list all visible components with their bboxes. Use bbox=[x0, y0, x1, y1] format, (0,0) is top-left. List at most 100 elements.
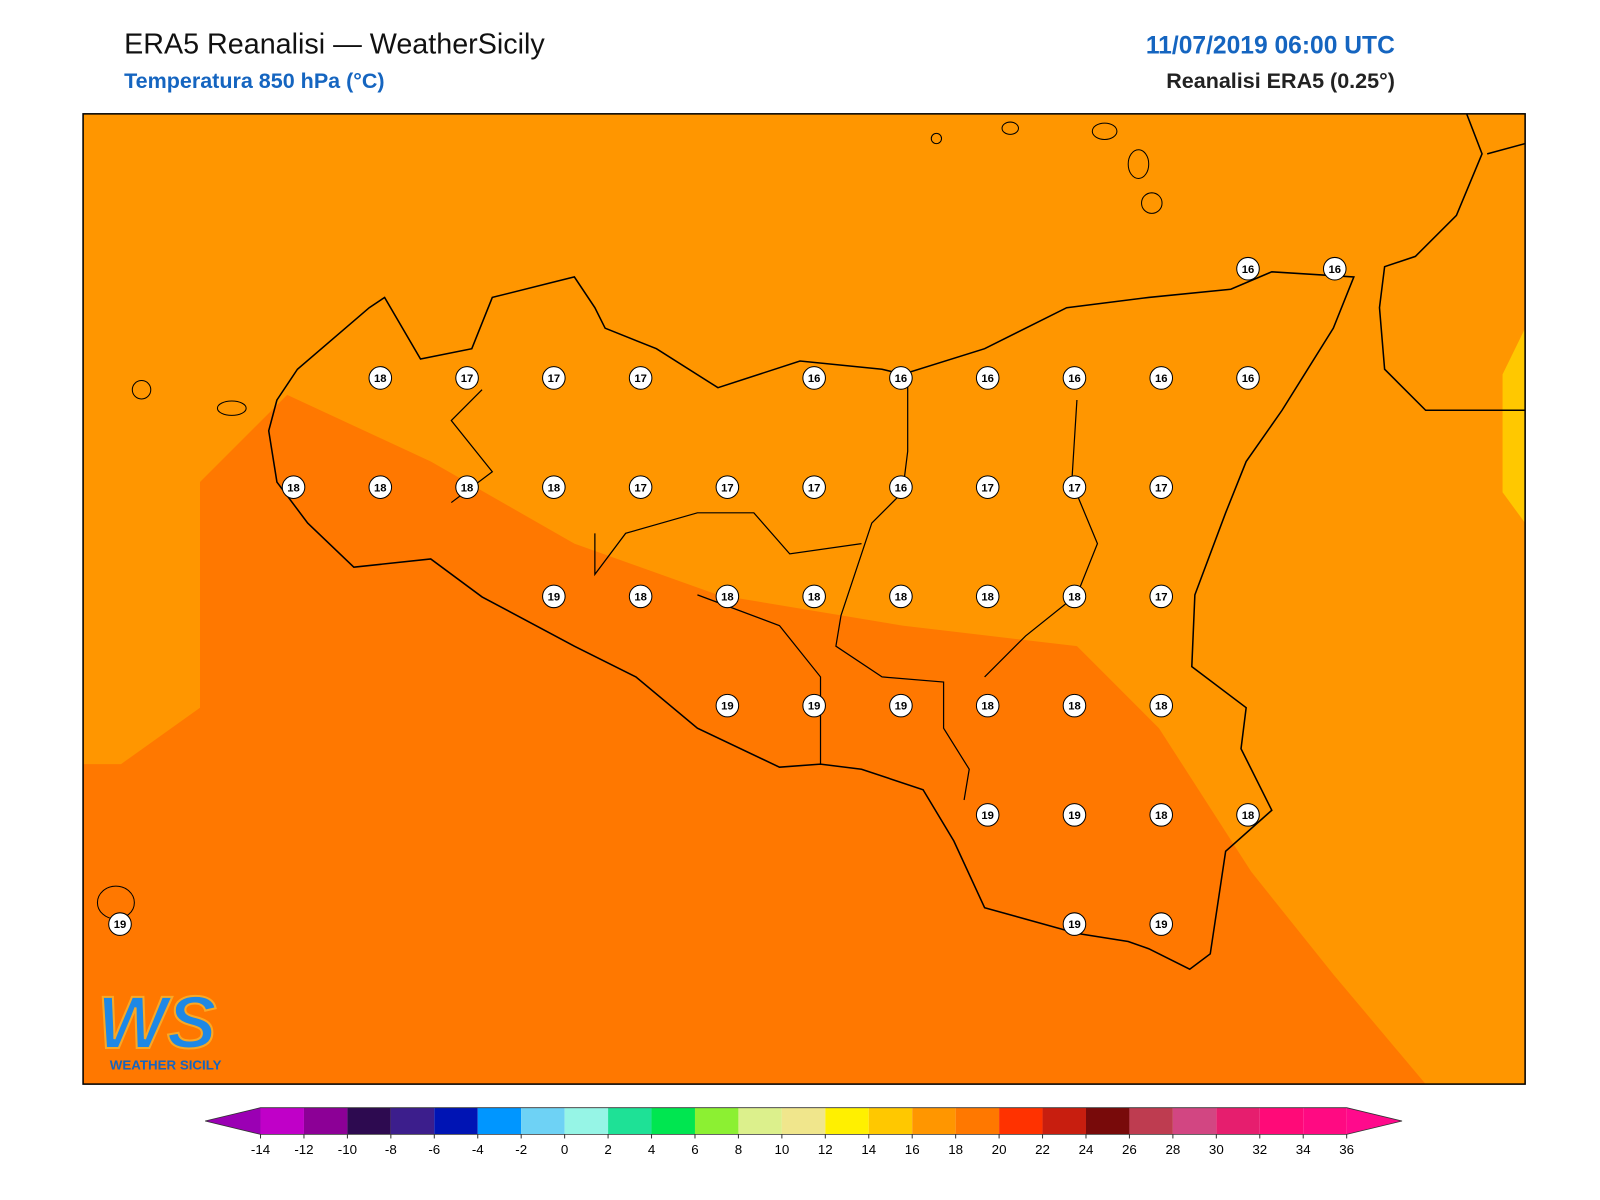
station-value: 18 bbox=[634, 592, 647, 604]
sicily-coast bbox=[267, 271, 1355, 971]
colorbar-tick-label: 4 bbox=[648, 1142, 656, 1157]
station-value: 18 bbox=[1068, 592, 1081, 604]
station-marker bbox=[975, 366, 1000, 390]
colorbar-segment bbox=[303, 1107, 348, 1135]
colorbar-segment bbox=[434, 1107, 478, 1135]
island bbox=[1091, 122, 1118, 140]
station-value: 18 bbox=[721, 592, 734, 604]
colorbar-tick-label: -10 bbox=[338, 1142, 357, 1157]
station-value: 19 bbox=[1068, 919, 1081, 931]
colorbar-tick-label: 14 bbox=[861, 1142, 876, 1157]
colorbar-segment bbox=[1042, 1107, 1086, 1135]
station-marker bbox=[975, 475, 1000, 499]
station-marker bbox=[108, 912, 132, 936]
station-value: 18 bbox=[287, 482, 300, 494]
station-marker bbox=[1149, 912, 1174, 936]
calabria-coast bbox=[1378, 113, 1526, 412]
colorbar-segment bbox=[999, 1107, 1043, 1135]
province-borders bbox=[450, 374, 1099, 801]
station-marker bbox=[1149, 803, 1174, 827]
island bbox=[1001, 121, 1019, 135]
station-marker bbox=[715, 584, 740, 609]
station-value: 17 bbox=[634, 373, 647, 385]
station-value: 17 bbox=[808, 482, 821, 494]
colorbar-segment bbox=[868, 1107, 913, 1135]
station-value: 18 bbox=[374, 482, 387, 494]
station-marker bbox=[542, 475, 566, 499]
station-value: 19 bbox=[1068, 810, 1081, 822]
logo-initials: WS bbox=[97, 981, 216, 1064]
station-value: 19 bbox=[981, 810, 994, 822]
station-value: 18 bbox=[981, 701, 994, 713]
colorbar-tick-label: 16 bbox=[905, 1142, 920, 1157]
station-marker bbox=[281, 475, 306, 499]
station-value: 19 bbox=[1155, 919, 1168, 931]
colorbar-tick-label: -2 bbox=[515, 1142, 527, 1157]
colorbar-segment bbox=[260, 1107, 304, 1135]
station-value: 18 bbox=[461, 482, 474, 494]
island bbox=[930, 132, 943, 145]
station-marker bbox=[368, 366, 393, 390]
station-marker bbox=[715, 693, 740, 718]
station-marker bbox=[975, 803, 1000, 827]
station-marker bbox=[455, 366, 479, 390]
station-value: 17 bbox=[721, 482, 734, 494]
station-value: 19 bbox=[548, 592, 561, 604]
station-value: 17 bbox=[1155, 592, 1168, 604]
station-marker bbox=[802, 584, 826, 609]
colorbar-tick-label: 26 bbox=[1122, 1142, 1137, 1157]
colorbar-segment bbox=[347, 1107, 391, 1135]
colorbar-tick-label: -4 bbox=[472, 1142, 484, 1157]
station-value: 18 bbox=[895, 592, 908, 604]
station-marker bbox=[542, 366, 566, 390]
station-value: 16 bbox=[1329, 264, 1342, 276]
station-marker bbox=[628, 584, 653, 609]
station-value: 18 bbox=[374, 373, 387, 385]
stations: 16 16 18 17 17 17 16 16 16 16 16 16 18 18 18 18 17 17 17 16… bbox=[108, 256, 1347, 936]
colorbar-segment bbox=[1303, 1107, 1347, 1135]
island bbox=[216, 400, 247, 416]
colorbar-tick-label: 8 bbox=[735, 1142, 742, 1157]
colorbar-segment bbox=[477, 1107, 522, 1135]
colorbar-segment bbox=[1129, 1107, 1173, 1135]
colorbar-segment bbox=[694, 1107, 739, 1135]
colorbar-segment bbox=[912, 1107, 956, 1135]
station-value: 17 bbox=[981, 482, 994, 494]
colorbar-tick-label: 32 bbox=[1252, 1142, 1267, 1157]
station-marker bbox=[1062, 803, 1087, 827]
datetime: 11/07/2019 06:00 UTC bbox=[1146, 32, 1395, 59]
station-marker bbox=[1062, 693, 1087, 718]
station-value: 18 bbox=[1068, 701, 1081, 713]
station-marker bbox=[1062, 366, 1087, 390]
colorbar-segment bbox=[608, 1107, 652, 1135]
station-marker bbox=[889, 584, 913, 609]
colorbar-above bbox=[1346, 1107, 1403, 1135]
station-value: 18 bbox=[548, 482, 561, 494]
station-marker bbox=[1236, 803, 1260, 827]
station-value: 16 bbox=[895, 373, 908, 385]
colorbar-tick-label: 10 bbox=[774, 1142, 789, 1157]
colorbar-tick-label: 2 bbox=[604, 1142, 611, 1157]
station-marker bbox=[715, 475, 740, 499]
colorbar-below bbox=[205, 1107, 261, 1135]
station-marker bbox=[1149, 584, 1174, 609]
colorbar-tick-label: -12 bbox=[294, 1142, 313, 1157]
station-value: 16 bbox=[808, 373, 821, 385]
colorbar-segment bbox=[825, 1107, 869, 1135]
station-marker bbox=[889, 475, 913, 499]
island bbox=[1141, 192, 1163, 214]
colorbar-segment bbox=[1216, 1107, 1260, 1135]
station-value: 16 bbox=[981, 373, 994, 385]
station-value: 16 bbox=[1068, 373, 1081, 385]
logo-name: WEATHER SICILY bbox=[110, 1058, 222, 1073]
colorbar-tick-label: -8 bbox=[385, 1142, 397, 1157]
colorbar-segment bbox=[781, 1107, 826, 1135]
colorbar-tick-label: 30 bbox=[1209, 1142, 1224, 1157]
map: 16 16 18 17 17 17 16 16 16 16 16 16 18 18 18 18 17 17 17 16… bbox=[82, 113, 1526, 1085]
colorbar: -14 -12 -10 -8 -6 -4 -2 0 2 4 6 8 10 12 14 16 18 20 22 24 26… bbox=[205, 1107, 1403, 1157]
colorbar-tick-label: -6 bbox=[428, 1142, 440, 1157]
colorbar-segment bbox=[1259, 1107, 1304, 1135]
colorbar-segment bbox=[1172, 1107, 1217, 1135]
station-value: 19 bbox=[895, 701, 908, 713]
